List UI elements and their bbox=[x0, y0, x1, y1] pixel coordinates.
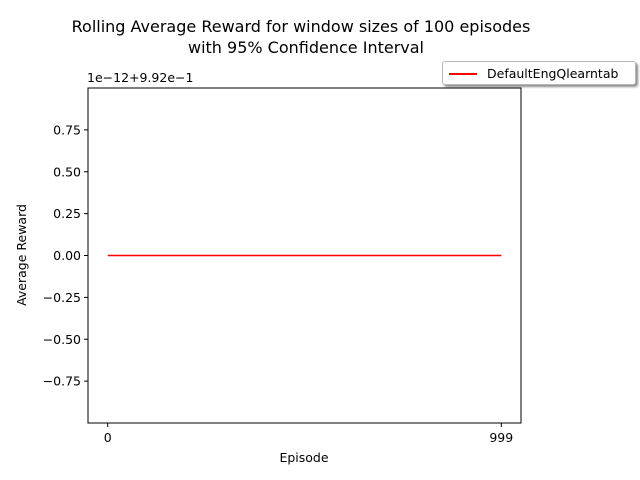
legend: DefaultEngQlearntab bbox=[442, 61, 636, 85]
chart-title-line2: with 95% Confidence Interval bbox=[188, 38, 424, 57]
legend-label-defaultengqlearntab: DefaultEngQlearntab bbox=[487, 66, 619, 81]
legend-line-defaultengqlearntab bbox=[449, 73, 477, 75]
x-axis-ticks: 0 999 bbox=[104, 423, 513, 445]
y-tick-label: 0.25 bbox=[53, 206, 81, 221]
chart-title-line1: Rolling Average Reward for window sizes … bbox=[72, 17, 531, 36]
y-offset-label: 1e−12+9.92e−1 bbox=[87, 70, 193, 85]
y-tick-label: 0.50 bbox=[53, 164, 81, 179]
x-axis-label: Episode bbox=[279, 450, 328, 465]
x-tick-label: 0 bbox=[104, 430, 112, 445]
y-tick-label: −0.25 bbox=[43, 290, 81, 305]
y-axis-label: Average Reward bbox=[14, 204, 29, 306]
y-tick-label: −0.50 bbox=[43, 332, 81, 347]
y-axis-ticks: 0.75 0.50 0.25 0.00 −0.25 −0.50 −0.75 bbox=[43, 122, 88, 389]
y-tick-label: 0.00 bbox=[53, 248, 81, 263]
y-tick-label: −0.75 bbox=[43, 374, 81, 389]
x-tick-label: 999 bbox=[489, 430, 513, 445]
y-tick-label: 0.75 bbox=[53, 122, 81, 137]
